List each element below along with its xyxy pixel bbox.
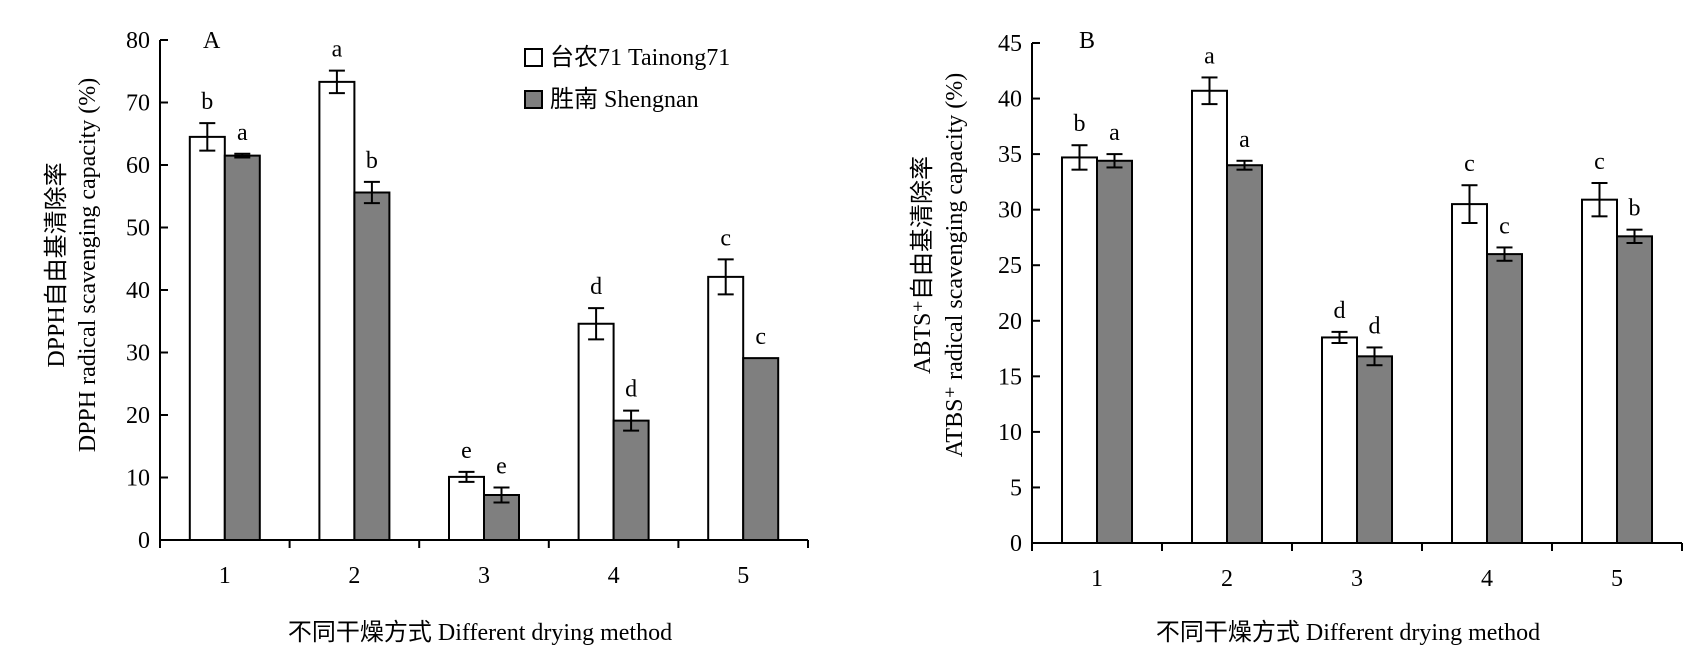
- legend-swatch-tainong71: [524, 48, 543, 67]
- y-tick-label: 40: [998, 87, 1022, 113]
- x-tick-label: 3: [478, 563, 490, 589]
- bar: [318, 80, 356, 541]
- y-tick-label: 0: [138, 528, 150, 554]
- y-tick-label: 40: [126, 278, 150, 304]
- y-tick-label: 10: [998, 420, 1022, 446]
- y-tick-label: 25: [998, 253, 1022, 279]
- x-tick-label: 3: [1351, 566, 1363, 592]
- significance-letter: b: [201, 89, 213, 115]
- significance-letter: a: [1204, 43, 1215, 69]
- panel-b-y-label-cn: ABTS⁺自由基清除率: [909, 156, 936, 374]
- legend: 台农71 Tainong71 胜南 Shengnan: [524, 44, 730, 113]
- significance-letter: e: [461, 438, 472, 464]
- bar: [1061, 156, 1098, 544]
- x-tick-label: 2: [1221, 566, 1233, 592]
- significance-letter: b: [1629, 196, 1641, 222]
- panel-a-y-label-cn: DPPH自由基清除率: [43, 162, 70, 367]
- x-tick-label: 5: [737, 563, 749, 589]
- bar: [448, 475, 485, 541]
- chart-panel-a: A DPPH自由基清除率 DPPH radical scavenging cap…: [43, 28, 809, 646]
- y-tick-label: 80: [126, 28, 150, 54]
- bar: [1616, 235, 1653, 544]
- bar: [188, 135, 226, 541]
- legend-label-tainong71: 台农71 Tainong71: [550, 44, 730, 71]
- significance-letter: d: [625, 377, 637, 403]
- x-tick-label: 1: [1091, 566, 1103, 592]
- x-tick-label: 2: [348, 563, 360, 589]
- bar: [1451, 203, 1488, 544]
- panel-a-x-label: 不同干燥方式 Different drying method: [288, 619, 672, 646]
- y-tick-label: 5: [1010, 475, 1022, 501]
- bar: [612, 419, 650, 541]
- y-tick-label: 20: [126, 403, 150, 429]
- significance-letter: b: [1074, 111, 1086, 137]
- x-tick-label: 5: [1611, 566, 1623, 592]
- significance-letter: c: [1464, 151, 1475, 177]
- significance-letter: d: [1334, 298, 1346, 324]
- bar: [742, 357, 780, 541]
- panel-a-label: A: [203, 28, 221, 54]
- bar: [1321, 336, 1358, 545]
- y-tick-label: 20: [998, 309, 1022, 335]
- panel-b-label: B: [1079, 28, 1095, 54]
- y-tick-label: 35: [998, 142, 1022, 168]
- y-tick-label: 50: [126, 216, 150, 242]
- bar: [1226, 164, 1263, 544]
- x-tick-label: 1: [219, 563, 231, 589]
- bar: [1356, 355, 1393, 545]
- panel-b-x-label: 不同干燥方式 Different drying method: [1156, 619, 1540, 646]
- significance-letter: c: [1594, 149, 1605, 175]
- significance-letter: c: [755, 324, 766, 350]
- x-tick-label: 4: [1481, 566, 1493, 592]
- significance-letter: d: [1369, 313, 1381, 339]
- bar: [353, 191, 391, 541]
- bar: [1486, 253, 1523, 544]
- y-tick-label: 0: [1010, 531, 1022, 557]
- bar: [707, 275, 745, 541]
- legend-label-shengnan: 胜南 Shengnan: [550, 86, 699, 113]
- panel-a-y-label-en: DPPH radical scavenging capacity (%): [75, 78, 101, 453]
- significance-letter: a: [237, 120, 248, 146]
- bar: [1191, 89, 1228, 545]
- y-tick-label: 45: [998, 31, 1022, 57]
- x-tick-label: 4: [608, 563, 620, 589]
- significance-letter: a: [1239, 127, 1250, 153]
- bar: [1581, 198, 1618, 545]
- y-tick-label: 30: [998, 198, 1022, 224]
- y-tick-label: 10: [126, 466, 150, 492]
- significance-letter: c: [720, 225, 731, 251]
- significance-letter: a: [332, 37, 343, 63]
- bar: [1096, 159, 1133, 544]
- chart-panel-b: B ABTS⁺自由基清除率 ATBS⁺ radical scavenging c…: [909, 28, 1683, 646]
- significance-letter: e: [496, 454, 507, 480]
- legend-swatch-shengnan: [524, 90, 543, 109]
- y-tick-label: 60: [126, 153, 150, 179]
- panel-b-y-label-en: ATBS⁺ radical scavenging capacity (%): [942, 73, 968, 458]
- y-tick-label: 30: [126, 341, 150, 367]
- y-tick-label: 15: [998, 364, 1022, 390]
- significance-letter: a: [1109, 120, 1120, 146]
- bar: [577, 322, 615, 541]
- y-tick-label: 70: [126, 91, 150, 117]
- significance-letter: b: [366, 148, 378, 174]
- significance-letter: c: [1499, 213, 1510, 239]
- bar: [223, 154, 261, 541]
- significance-letter: d: [590, 274, 602, 300]
